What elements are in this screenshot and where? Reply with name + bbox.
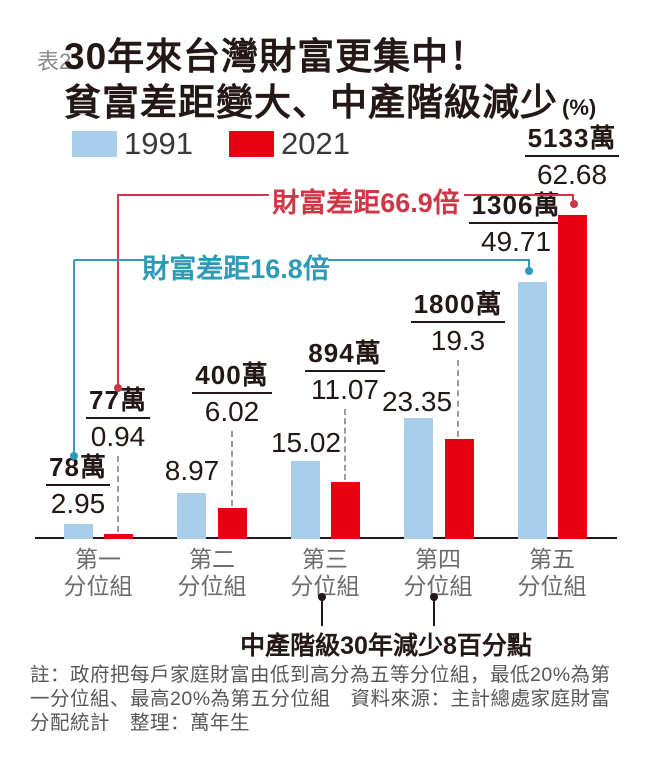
bar-1991-q5	[518, 282, 547, 539]
gap-1991-left-horizontal-line	[74, 259, 144, 261]
x-label-q1: 第一 分位組	[63, 546, 133, 599]
amount-label-2021-q2: 400萬	[192, 361, 272, 394]
percent-value-1991-q1: 2.95	[50, 487, 106, 519]
value-label-2021-q3: 894萬 11.07	[275, 339, 415, 405]
legend-swatch-1991	[72, 131, 117, 157]
x-label-q5: 第五 分位組	[517, 546, 587, 599]
bar-1991-q3	[291, 461, 320, 539]
percent-value-1991-q5: 49.71	[480, 225, 552, 257]
value-label-1991-q4: 23.35	[347, 384, 487, 417]
percent-value-1991-q2: 8.97	[164, 454, 220, 486]
bar-2021-q2	[218, 508, 247, 539]
percent-value-1991-q4: 23.35	[381, 385, 453, 417]
legend-label-1991: 1991	[124, 126, 193, 161]
unit-label: (%)	[562, 95, 597, 120]
amount-label-2021-q4: 1800萬	[410, 290, 506, 323]
value-label-2021-q4: 1800萬 19.3	[388, 290, 528, 356]
bar-2021-q4	[445, 439, 474, 539]
page-title-line1: 30年來台灣財富更集中！	[64, 36, 488, 77]
value-label-1991-q2: 8.97	[122, 453, 262, 486]
gap-2021-right-horizontal-line	[464, 194, 574, 196]
middle-class-dot-q4	[430, 593, 438, 601]
middle-class-line-q3	[321, 600, 323, 626]
x-label-q3: 第三 分位組	[290, 546, 360, 599]
gap-1991-right-vertical-line	[528, 259, 530, 269]
gap-1991-right-dot	[525, 267, 533, 275]
percent-value-2021-q1: 0.94	[90, 420, 146, 452]
page-title-line2: 貧富差距變大、中產階級減少 (%)	[64, 72, 596, 126]
dashed-connector-q4	[457, 360, 459, 437]
bar-1991-q1	[64, 524, 93, 539]
gap-1991-left-dot	[70, 452, 78, 460]
bar-2021-q1	[104, 534, 133, 539]
amount-label-2021-q3: 894萬	[305, 339, 385, 372]
value-label-2021-q1: 77萬 0.94	[48, 386, 188, 452]
percent-value-2021-q4: 19.3	[430, 324, 486, 356]
percent-value-2021-q3: 11.07	[311, 373, 379, 405]
dashed-connector-q3	[344, 409, 346, 480]
percent-value-1991-q3: 15.02	[270, 426, 342, 458]
amount-label-1991-q1: 78萬	[46, 453, 110, 486]
bar-2021-q5	[558, 215, 587, 539]
gap-1991-label: 財富差距16.8倍	[142, 254, 330, 284]
amount-label-2021-q5: 5133萬	[524, 124, 620, 157]
x-label-q2: 第二 分位組	[177, 546, 247, 599]
gap-2021-right-vertical-line	[572, 194, 574, 202]
gap-1991-left-vertical-line	[73, 260, 75, 454]
bar-2021-q3	[331, 482, 360, 539]
x-label-q4: 第四 分位組	[403, 546, 473, 599]
legend-label-2021: 2021	[280, 126, 350, 161]
table-tag: 表2	[37, 49, 72, 74]
value-label-2021-q2: 400萬 6.02	[162, 361, 302, 427]
legend-swatch-2021	[228, 131, 274, 157]
middle-class-dot-q3	[318, 593, 326, 601]
middle-class-label: 中產階級30年減少8百分點	[240, 632, 532, 660]
bar-1991-q4	[404, 418, 433, 539]
bar-1991-q2	[177, 493, 206, 539]
legend: 1991 2021	[72, 126, 386, 161]
x-axis-line	[35, 537, 617, 539]
gap-2021-left-horizontal-line	[117, 194, 269, 196]
gap-2021-left-vertical-line	[117, 195, 119, 386]
value-label-2021-q5: 5133萬 62.68	[502, 124, 642, 190]
gap-1991-right-horizontal-line	[328, 259, 530, 261]
dashed-connector-q2	[231, 431, 233, 506]
page-title-line2-text: 貧富差距變大、中產階級減少	[64, 82, 558, 123]
gap-2021-label: 財富差距66.9倍	[272, 188, 460, 218]
percent-value-2021-q2: 6.02	[204, 395, 260, 427]
gap-2021-left-dot	[114, 384, 122, 392]
footnote: 註：政府把每戶家庭財富由低到高分為五等分位組，最低20%為第一分位組、最高20%…	[30, 664, 611, 734]
gap-2021-right-dot	[570, 200, 578, 208]
dashed-connector-q1	[117, 456, 119, 532]
percent-value-2021-q5: 62.68	[536, 158, 608, 190]
middle-class-line-q4	[433, 600, 435, 626]
value-label-1991-q3: 15.02	[236, 425, 376, 458]
value-label-1991-q1: 78萬 2.95	[8, 453, 148, 519]
